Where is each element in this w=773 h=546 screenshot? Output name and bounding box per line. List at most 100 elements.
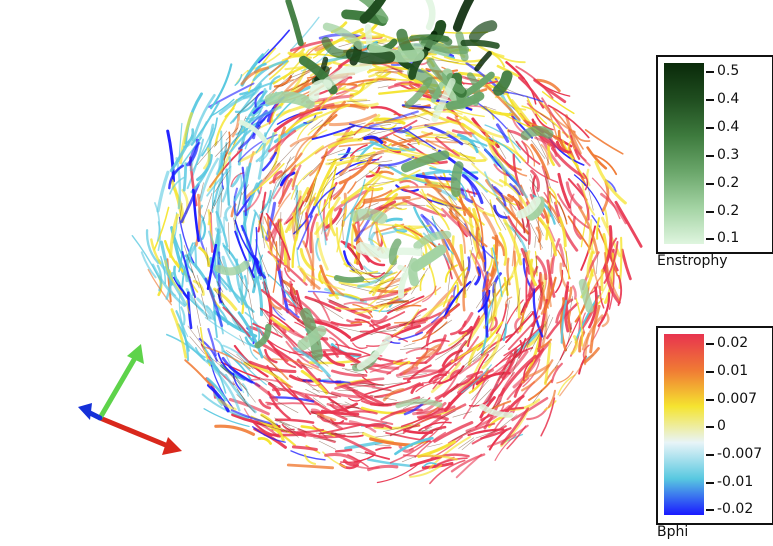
streamline xyxy=(216,185,224,234)
streamline xyxy=(164,260,183,294)
streamline xyxy=(321,36,351,59)
streamline xyxy=(269,60,290,80)
streamline xyxy=(451,328,474,349)
streamline xyxy=(284,426,299,438)
streamline xyxy=(266,402,320,406)
streamline xyxy=(368,110,419,128)
streamline xyxy=(263,433,306,437)
streamline xyxy=(333,275,365,283)
y-axis-arrowhead xyxy=(127,344,144,364)
streamline xyxy=(305,389,319,396)
streamline xyxy=(363,252,386,267)
streamline xyxy=(545,171,551,188)
streamline xyxy=(279,212,282,246)
streamline xyxy=(559,364,583,397)
streamline xyxy=(296,211,304,235)
streamline xyxy=(213,337,224,353)
streamline xyxy=(589,304,601,354)
streamline xyxy=(300,369,329,395)
streamline xyxy=(272,241,278,293)
streamline xyxy=(293,288,299,305)
streamline xyxy=(274,417,296,432)
streamline xyxy=(536,338,553,350)
streamline xyxy=(186,299,191,314)
streamline xyxy=(190,268,200,289)
streamline xyxy=(471,425,507,445)
streamline xyxy=(520,125,554,141)
streamline xyxy=(600,192,628,225)
streamline xyxy=(374,70,405,74)
streamline xyxy=(270,316,290,331)
streamline xyxy=(460,137,488,147)
streamline xyxy=(429,59,459,63)
streamline xyxy=(357,270,393,289)
streamline xyxy=(258,29,290,64)
streamline xyxy=(557,374,576,396)
streamline xyxy=(154,202,161,242)
streamline xyxy=(277,170,287,182)
streamline xyxy=(363,135,384,145)
streamline xyxy=(272,306,283,316)
streamline xyxy=(220,361,261,380)
streamline xyxy=(349,98,379,108)
streamline xyxy=(583,332,590,366)
streamline xyxy=(206,359,220,373)
streamline xyxy=(217,352,235,376)
streamline xyxy=(274,420,290,426)
streamline xyxy=(558,243,566,268)
streamline xyxy=(145,229,160,265)
streamline xyxy=(596,217,600,240)
streamline xyxy=(234,230,255,278)
streamline xyxy=(530,143,550,180)
streamline xyxy=(511,114,525,134)
streamline xyxy=(293,346,331,378)
streamline xyxy=(217,274,255,313)
streamline xyxy=(509,183,521,196)
streamline xyxy=(572,130,591,143)
streamline xyxy=(169,213,179,258)
streamline xyxy=(475,251,480,277)
streamline xyxy=(237,389,246,401)
streamline xyxy=(272,64,308,85)
streamline xyxy=(328,183,336,209)
streamline xyxy=(193,293,201,327)
z-axis-arrowhead xyxy=(78,403,92,420)
streamline xyxy=(203,147,211,170)
streamline xyxy=(304,190,312,207)
streamline xyxy=(534,113,554,131)
streamline xyxy=(364,451,391,460)
vortex-tubes xyxy=(214,0,594,418)
streamline xyxy=(444,264,458,283)
streamline xyxy=(231,316,242,329)
streamline xyxy=(416,454,458,461)
streamline xyxy=(578,278,594,313)
streamline xyxy=(269,231,281,259)
streamline xyxy=(236,141,245,153)
streamline xyxy=(308,177,317,206)
streamline xyxy=(214,227,222,247)
streamline xyxy=(209,199,216,215)
streamline xyxy=(563,247,570,280)
streamline xyxy=(328,113,378,127)
streamline xyxy=(503,211,522,243)
streamline xyxy=(349,144,368,157)
streamline xyxy=(525,282,535,298)
streamline xyxy=(460,122,495,146)
streamline xyxy=(290,169,313,200)
streamline xyxy=(196,274,203,293)
streamline xyxy=(448,331,468,347)
streamline xyxy=(199,157,219,202)
streamline xyxy=(316,27,364,55)
streamline xyxy=(434,371,479,400)
streamline xyxy=(370,395,398,401)
streamline xyxy=(241,184,249,195)
streamline xyxy=(203,346,251,370)
streamline xyxy=(365,202,379,209)
streamline xyxy=(319,264,335,295)
streamline xyxy=(214,424,256,436)
streamline xyxy=(195,347,206,359)
streamline xyxy=(462,270,470,312)
streamline xyxy=(341,220,344,241)
streamline xyxy=(279,420,307,433)
streamline xyxy=(538,284,545,301)
